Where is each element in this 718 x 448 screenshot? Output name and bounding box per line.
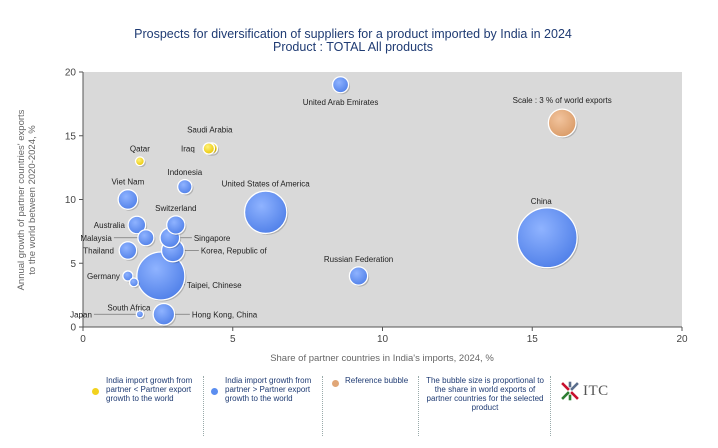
bubble-australia[interactable] bbox=[127, 215, 147, 235]
bubble-label-taipei-chinese: Taipei, Chinese bbox=[187, 281, 242, 290]
bubble-label-indonesia: Indonesia bbox=[167, 168, 202, 177]
itc-logo-text: ITC bbox=[583, 382, 609, 399]
bubble-label-germany: Germany bbox=[87, 272, 120, 281]
y-tick-label: 15 bbox=[65, 131, 77, 142]
legend-below-dot bbox=[92, 388, 99, 395]
x-tick-label: 0 bbox=[80, 334, 86, 345]
bubble-label-thailand: Thailand bbox=[83, 247, 114, 256]
bubble-label-korea-republic-of: Korea, Republic of bbox=[201, 247, 268, 256]
axes: 0 5 10 15 20 0 5 10 15 20 bbox=[65, 68, 688, 346]
bubble-viet-nam[interactable] bbox=[117, 189, 139, 210]
bubble-russian-federation[interactable] bbox=[348, 266, 369, 286]
bubble-label-japan: Japan bbox=[70, 310, 92, 319]
bubble-switzerland[interactable] bbox=[166, 215, 186, 235]
bubble-reference-bubble[interactable] bbox=[547, 108, 577, 138]
chart-subtitle: Product : TOTAL All products bbox=[273, 40, 433, 54]
bubble-labels: United Arab Emirates Saudi Arabia Iraq Qata… bbox=[70, 96, 612, 319]
bubble-iraq[interactable] bbox=[202, 142, 216, 155]
y-axis-title-line1: Annual growth of partner countries' expo… bbox=[16, 109, 27, 290]
y-axis-title-line2: to the world between 2020-2024, % bbox=[27, 125, 38, 275]
bubble-label-united-arab-emirates: United Arab Emirates bbox=[303, 98, 379, 107]
bubble-hong-kong-china[interactable] bbox=[152, 302, 176, 326]
bubble-qatar[interactable] bbox=[134, 156, 145, 167]
legend-divider bbox=[418, 376, 419, 436]
bubble-thailand[interactable] bbox=[118, 241, 138, 260]
bubble-germany[interactable] bbox=[122, 270, 134, 282]
bubble-malaysia[interactable] bbox=[137, 229, 155, 247]
x-axis-title: Share of partner countries in India's im… bbox=[270, 353, 494, 364]
legend-size-note: The bubble size is proportional to the s… bbox=[426, 376, 544, 412]
bubble-label-switzerland: Switzerland bbox=[155, 204, 196, 213]
bubble-taipei-chinese[interactable] bbox=[136, 251, 186, 301]
legend-above-dot bbox=[211, 388, 218, 395]
bubble-label-saudi-arabia: Saudi Arabia bbox=[187, 126, 233, 135]
bubble-south-africa[interactable] bbox=[128, 277, 139, 288]
legend-divider bbox=[550, 376, 551, 436]
bubble-label-iraq: Iraq bbox=[181, 145, 195, 154]
x-tick-label: 15 bbox=[527, 334, 539, 345]
legend-below-text: India import growth from partner < Partn… bbox=[106, 376, 193, 403]
bubble-united-arab-emirates[interactable] bbox=[331, 76, 350, 94]
bubble-label-china: China bbox=[531, 197, 552, 206]
bubble-label-south-africa: South Africa bbox=[107, 303, 151, 312]
bubble-united-states-of-america[interactable] bbox=[243, 190, 288, 235]
bubbles bbox=[117, 76, 579, 327]
x-tick-label: 10 bbox=[377, 334, 389, 345]
legend-divider bbox=[203, 376, 204, 436]
legend-above-text: India import growth from partner > Partn… bbox=[225, 376, 312, 403]
y-tick-label: 0 bbox=[70, 323, 76, 334]
bubble-indonesia[interactable] bbox=[177, 178, 193, 195]
bubble-label-qatar: Qatar bbox=[130, 144, 150, 153]
legend-reference-dot bbox=[332, 380, 339, 387]
y-tick-label: 20 bbox=[65, 68, 77, 79]
x-tick-label: 20 bbox=[676, 334, 688, 345]
bubble-label-singapore: Singapore bbox=[194, 234, 231, 243]
x-tick-label: 5 bbox=[230, 334, 236, 345]
bubble-label-malaysia: Malaysia bbox=[80, 234, 112, 243]
itc-logo: ITC bbox=[560, 381, 609, 401]
bubble-label-united-states-of-america: United States of America bbox=[222, 179, 311, 188]
y-tick-label: 5 bbox=[70, 259, 76, 270]
legend-divider bbox=[322, 376, 323, 436]
bubble-japan[interactable] bbox=[135, 310, 145, 319]
itc-logo-icon bbox=[561, 381, 579, 401]
bubble-label-hong-kong-china: Hong Kong, China bbox=[192, 310, 258, 319]
bubble-china[interactable] bbox=[516, 207, 578, 269]
chart-title: Prospects for diversification of supplie… bbox=[134, 27, 572, 41]
y-tick-label: 10 bbox=[65, 195, 77, 206]
bubble-label-australia: Australia bbox=[94, 221, 126, 230]
bubble-label-russian-federation: Russian Federation bbox=[324, 255, 393, 264]
bubble-label-viet-nam: Viet Nam bbox=[112, 178, 145, 187]
legend-reference-text: Reference bubble bbox=[345, 376, 409, 385]
bubble-label-reference-bubble: Scale : 3 % of world exports bbox=[513, 96, 612, 105]
